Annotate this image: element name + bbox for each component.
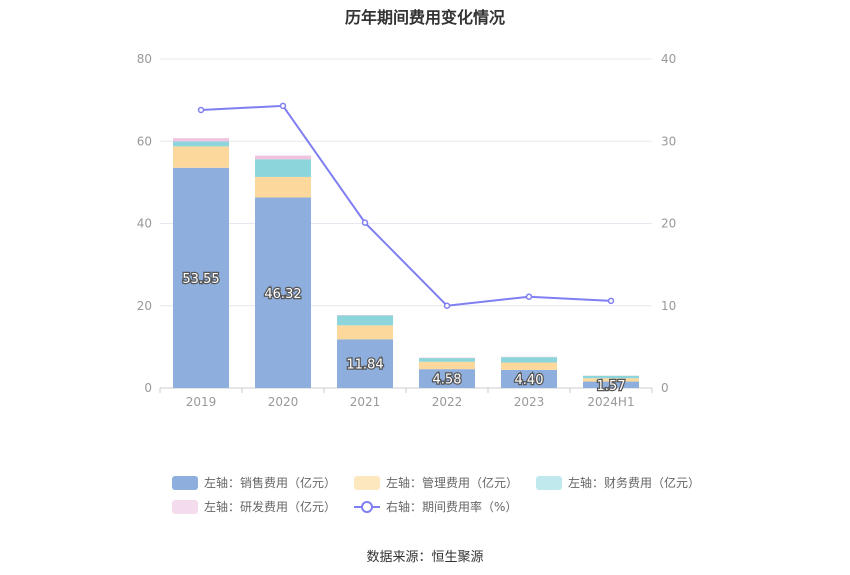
bar-segment: [419, 358, 475, 362]
y-right-tick-label: 20: [661, 217, 676, 231]
chart-plot: 0 20 40 60 80 0 10 20 30 40 2019 2020 2021 2022 2023 20…: [137, 52, 677, 409]
legend-swatch-finance: [536, 475, 563, 490]
y-right-tick-label: 30: [661, 134, 676, 148]
x-tick-label: 2023: [514, 395, 545, 409]
legend-label-rnd: 左轴：研发费用（亿元）: [204, 500, 337, 514]
y-left-tick-label: 80: [137, 52, 152, 66]
legend-label-admin: 左轴：管理费用（亿元）: [386, 476, 519, 490]
bar-data-label: 1.57: [597, 379, 626, 394]
bar-segment: [419, 361, 475, 370]
x-tick-label: 2021: [350, 395, 381, 409]
bar-segment: [583, 381, 639, 388]
legend-item-sales[interactable]: 左轴：销售费用（亿元）: [172, 474, 336, 491]
x-tick-label: 2020: [268, 395, 299, 409]
bar-segment: [419, 369, 475, 388]
bar-segment: [583, 378, 639, 382]
legend-label-rate: 右轴：期间费用率（%）: [386, 500, 518, 514]
legend-row-2: 左轴：研发费用（亿元） 右轴：期间费用率（%）: [172, 498, 535, 515]
bar-data-label: 46.32: [264, 287, 301, 302]
rate-point: [443, 302, 451, 309]
bar-data-label: 53.55: [182, 272, 219, 287]
bar-segment: [501, 357, 557, 363]
bar-segment: [583, 375, 639, 379]
bar-data-label: 4.58: [433, 373, 462, 388]
legend-swatch-sales: [172, 475, 198, 490]
rate-point: [607, 297, 615, 305]
legend-item-rnd[interactable]: 左轴：研发费用（亿元）: [172, 498, 336, 515]
bar-segment: [173, 146, 229, 168]
bar-segment: [501, 369, 557, 388]
legend-swatch-rate: [354, 500, 381, 514]
bar-segment: [337, 325, 393, 340]
chart-title: 历年期间费用变化情况: [344, 8, 505, 27]
legend-row-1: 左轴：销售费用（亿元） 左轴：管理费用（亿元） 左轴：财务费用（亿元）: [172, 474, 718, 491]
legend-swatch-admin: [354, 475, 381, 490]
bar-segment: [337, 315, 393, 326]
rate-point: [525, 293, 533, 300]
x-tick-label: 2024H1: [587, 395, 634, 409]
bar-segment: [255, 155, 311, 160]
legend-label-finance: 左轴：财务费用（亿元）: [568, 476, 701, 490]
legend-label-sales: 左轴：销售费用（亿元）: [204, 476, 337, 490]
bar-segment: [255, 159, 311, 177]
data-source: 数据来源：恒生聚源: [366, 550, 484, 565]
bar-segment: [255, 197, 311, 388]
x-tick-label: 2022: [432, 395, 463, 409]
legend-item-admin[interactable]: 左轴：管理费用（亿元）: [354, 474, 518, 491]
bar-segment: [255, 176, 311, 198]
bar-segment: [173, 138, 229, 142]
y-right-tick-label: 40: [661, 52, 676, 66]
bar-data-label: 11.84: [346, 358, 383, 373]
bar-data-label: 4.40: [515, 373, 544, 388]
rate-point: [197, 106, 205, 114]
bar-segment: [337, 339, 393, 388]
bar-segment: [173, 167, 229, 388]
y-left-tick-label: 40: [137, 217, 152, 231]
y-left-tick-label: 20: [137, 299, 152, 313]
y-right-tick-label: 10: [661, 299, 676, 313]
rate-line: [200, 104, 612, 307]
bar-segment: [173, 141, 229, 147]
legend-item-rate[interactable]: 右轴：期间费用率（%）: [354, 498, 517, 515]
x-tick-label: 2019: [186, 395, 217, 409]
rate-point: [361, 219, 369, 226]
legend-swatch-rnd: [172, 499, 198, 514]
y-left-tick-label: 0: [144, 381, 152, 395]
rate-point: [279, 102, 287, 110]
legend-item-finance[interactable]: 左轴：财务费用（亿元）: [536, 474, 700, 491]
y-left-tick-label: 60: [137, 134, 152, 148]
y-right-tick-label: 0: [661, 381, 669, 395]
bar-segment: [501, 362, 557, 370]
